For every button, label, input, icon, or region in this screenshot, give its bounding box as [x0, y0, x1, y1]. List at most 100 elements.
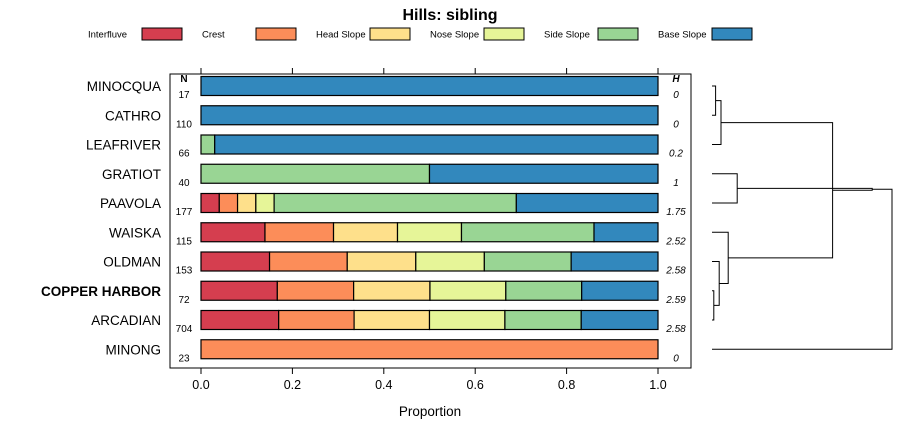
n-value-paavola: 177 — [176, 207, 193, 218]
legend-swatch-head-slope — [369, 27, 411, 41]
row-label-paavola: PAAVOLA — [100, 196, 161, 211]
bar-oldman-interfluve — [200, 251, 271, 272]
legend-label-crest: Crest — [202, 30, 225, 41]
bar-arcadian-base-slope — [580, 309, 659, 331]
bar-gratiot-base-slope — [428, 163, 659, 184]
legend-label-interfluve: Interfluve — [88, 30, 127, 41]
bar-copper-harbor-interfluve — [200, 280, 278, 301]
row-label-waiska: WAISKA — [109, 225, 161, 240]
dendrogram-link-7 — [721, 122, 834, 259]
bar-copper-harbor-base-slope — [581, 280, 659, 301]
n-value-minong: 23 — [178, 353, 190, 364]
bar-leafriver-base-slope — [214, 134, 659, 155]
bar-oldman-crest — [268, 251, 348, 272]
bar-waiska-base-slope — [593, 222, 659, 243]
dendrogram — [712, 85, 893, 350]
bar-minong-crest — [200, 339, 659, 360]
row-label-minocqua: MINOCQUA — [87, 79, 161, 94]
bar-arcadian-nose-slope — [428, 309, 506, 331]
x-tick-label-0-0: 0.0 — [192, 378, 209, 392]
legend-swatch-base-slope — [711, 27, 753, 41]
n-value-leafriver: 66 — [178, 149, 190, 160]
n-value-minocqua: 17 — [178, 90, 190, 101]
n-value-arcadian: 704 — [176, 324, 193, 335]
row-label-gratiot: GRATIOT — [102, 167, 161, 182]
h-value-oldman: 2.58 — [665, 266, 686, 277]
bar-arcadian-crest — [278, 309, 355, 331]
legend-swatch-interfluve — [141, 27, 183, 41]
x-tick-label-1-0: 1.0 — [649, 378, 666, 392]
dendrogram-link-9 — [712, 188, 893, 350]
n-value-cathro: 110 — [176, 119, 192, 130]
bar-paavola-side-slope — [273, 192, 517, 214]
x-axis-label: Proportion — [399, 404, 461, 419]
bar-paavola-crest — [218, 192, 239, 214]
rows: MINOCQUA 17 0 CATHRO 110 0 LEAFRIVER 66 0.2 GRATI… — [41, 75, 686, 364]
n-value-copper-harbor: 72 — [178, 295, 190, 306]
bar-waiska-nose-slope — [396, 222, 463, 243]
row-label-copper-harbor: COPPER HARBOR — [41, 284, 161, 299]
dendrogram-link-5 — [712, 231, 729, 284]
h-value-paavola: 1.75 — [666, 207, 686, 218]
x-axis: 0.0 0.2 0.4 0.6 0.8 1.0 — [192, 68, 667, 392]
bar-arcadian-side-slope — [504, 309, 582, 331]
bar-copper-harbor-nose-slope — [429, 280, 507, 301]
h-value-gratiot: 1 — [673, 178, 679, 189]
bar-waiska-head-slope — [332, 222, 399, 243]
x-tick-label-0-8: 0.8 — [558, 378, 575, 392]
bar-copper-harbor-side-slope — [505, 280, 583, 301]
x-tick-label-0-6: 0.6 — [467, 378, 484, 392]
bar-arcadian-head-slope — [353, 309, 431, 331]
bar-oldman-nose-slope — [415, 251, 485, 272]
dendrogram-link-6 — [712, 173, 738, 204]
bar-waiska-crest — [264, 222, 335, 243]
row-label-cathro: CATHRO — [105, 108, 161, 123]
bar-waiska-interfluve — [200, 222, 266, 243]
row-label-arcadian: ARCADIAN — [91, 313, 161, 328]
bar-copper-harbor-head-slope — [353, 280, 431, 301]
bar-oldman-head-slope — [346, 251, 417, 272]
row-label-leafriver: LEAFRIVER — [86, 138, 161, 153]
bar-copper-harbor-crest — [276, 280, 355, 301]
h-value-leafriver: 0.2 — [669, 149, 683, 160]
n-value-oldman: 153 — [176, 266, 193, 277]
h-header: H — [672, 74, 680, 85]
legend-swatch-crest — [255, 27, 297, 41]
bar-paavola-interfluve — [200, 192, 220, 214]
row-label-oldman: OLDMAN — [103, 255, 161, 270]
legend-label-nose-slope: Nose Slope — [430, 30, 479, 41]
dendrogram-link-4 — [712, 261, 720, 306]
h-value-arcadian: 2.58 — [665, 324, 686, 335]
dendrogram-link-1 — [712, 85, 717, 116]
dendrogram-link-2 — [712, 100, 722, 145]
x-tick-label-0-4: 0.4 — [375, 378, 392, 392]
h-value-minocqua: 0 — [673, 90, 679, 101]
dendrogram-link-3 — [712, 290, 715, 321]
bar-leafriver-side-slope — [200, 134, 216, 155]
h-value-waiska: 2.52 — [665, 236, 686, 247]
bar-minocqua-base-slope — [200, 75, 659, 97]
bar-cathro-base-slope — [200, 105, 659, 126]
legend-label-head-slope: Head Slope — [316, 30, 366, 41]
legend-label-side-slope: Side Slope — [544, 30, 590, 41]
n-value-gratiot: 40 — [178, 178, 190, 189]
h-value-copper-harbor: 2.59 — [665, 295, 686, 306]
n-header: N — [180, 74, 187, 85]
bar-gratiot-side-slope — [200, 163, 431, 184]
row-label-minong: MINONG — [106, 342, 162, 357]
h-value-minong: 0 — [673, 353, 679, 364]
bar-paavola-nose-slope — [255, 192, 275, 214]
bar-waiska-side-slope — [460, 222, 595, 243]
dendrogram-link-8 — [737, 187, 873, 191]
bar-oldman-base-slope — [570, 251, 659, 272]
x-tick-label-0-2: 0.2 — [284, 378, 301, 392]
bar-paavola-head-slope — [236, 192, 257, 214]
bar-paavola-base-slope — [515, 192, 659, 214]
h-value-cathro: 0 — [673, 119, 679, 130]
legend: Interfluve Crest Head Slope Nose Slope Side … — [88, 27, 753, 41]
legend-swatch-side-slope — [597, 27, 639, 41]
legend-swatch-nose-slope — [483, 27, 525, 41]
plot-panel — [169, 73, 692, 369]
legend-label-base-slope: Base Slope — [658, 30, 707, 41]
